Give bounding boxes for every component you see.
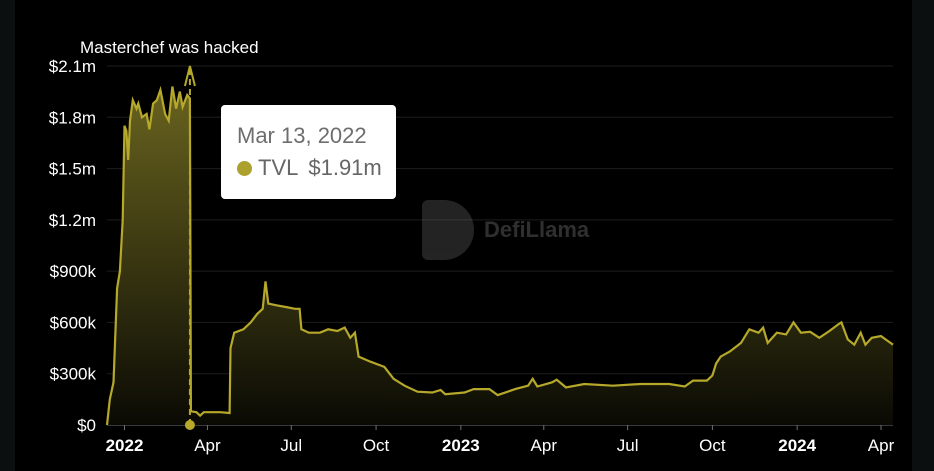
y-tick-label: $1.2m [49,211,96,230]
x-tick-label: Oct [699,436,726,455]
x-tick-label: 2022 [106,436,144,455]
tooltip-date: Mar 13, 2022 [237,123,367,148]
y-tick-label: $600k [50,313,97,332]
tvl-area-fill [107,86,893,425]
x-tick-label: 2023 [442,436,480,455]
tooltip-value: $1.91m [308,155,382,180]
y-tick-label: $2.1m [49,57,96,76]
series-dot-icon [237,160,252,176]
tooltip-row: TVL $1.91m [237,155,396,181]
left-panel-edge [0,0,15,471]
scrollbar-track[interactable] [912,0,934,471]
x-tick-label: Jul [280,436,302,455]
tooltip-series: TVL [258,155,299,180]
arrow-up-icon [183,65,196,87]
hack-annotation-label: Masterchef was hacked [80,38,259,57]
x-tick-label: Apr [531,436,558,455]
y-tick-label: $300k [50,365,97,384]
llama-logo-icon [422,200,474,260]
y-tick-label: $1.5m [49,160,96,179]
x-tick-label: Oct [363,436,390,455]
y-tick-label: $1.8m [49,108,96,127]
defillama-watermark: DefiLlama [422,200,589,260]
y-tick-label: $0 [77,416,96,435]
x-tick-label: Jul [617,436,639,455]
x-tick-label: Apr [194,436,221,455]
watermark-text: DefiLlama [484,217,590,242]
x-tick-label: Apr [868,436,895,455]
x-tick-label: 2024 [778,436,816,455]
y-tick-label: $900k [50,262,97,281]
tooltip: Mar 13, 2022 TVL $1.91m [221,105,396,199]
hover-point [184,420,195,430]
tvl-line [105,85,894,426]
